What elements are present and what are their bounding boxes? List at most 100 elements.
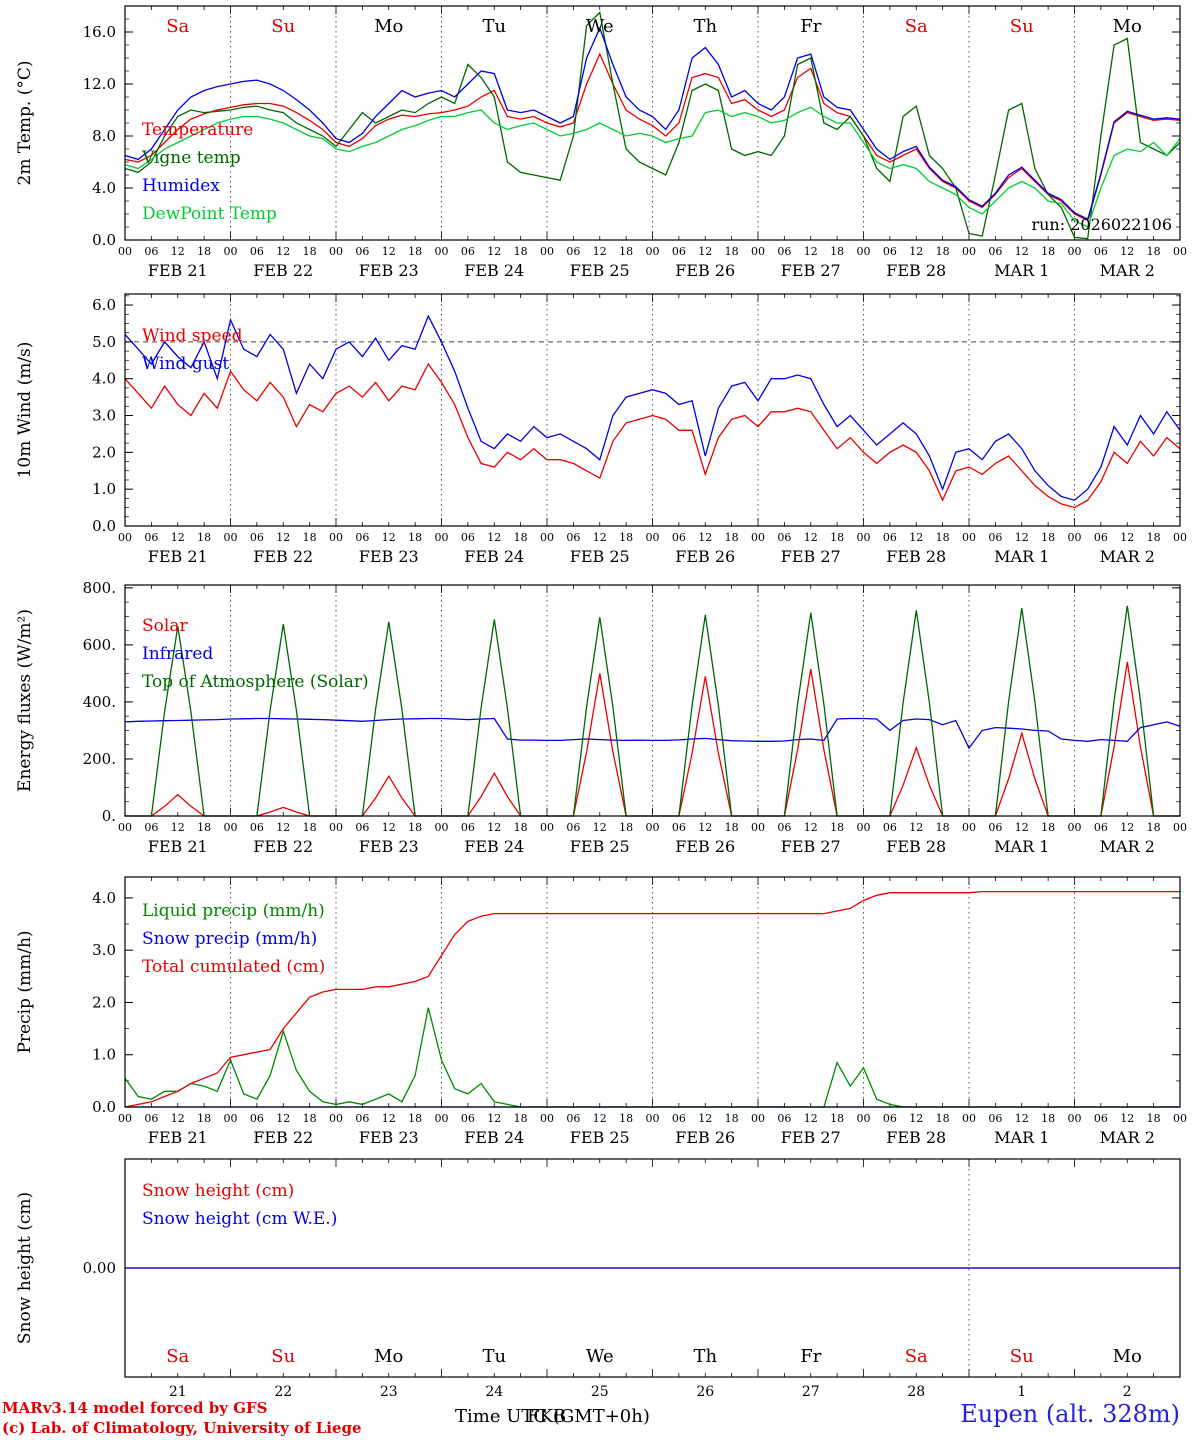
hour-tick-label: 18 xyxy=(725,245,739,258)
y-axis-label: Energy fluxes (W/m²) xyxy=(15,609,35,792)
hour-tick-label: 12 xyxy=(171,821,185,834)
hour-tick-label: 06 xyxy=(777,1112,791,1125)
hour-tick-label: 18 xyxy=(197,531,211,544)
hour-tick-label: 18 xyxy=(1041,821,1055,834)
hour-tick-label: 00 xyxy=(646,1112,660,1125)
hour-tick-label: 12 xyxy=(487,531,501,544)
hour-tick-label: 12 xyxy=(909,821,923,834)
date-label: MAR 2 xyxy=(1100,261,1155,280)
date-label: FEB 21 xyxy=(148,261,208,280)
hour-tick-label: 12 xyxy=(276,531,290,544)
date-label: FEB 26 xyxy=(675,1128,735,1147)
hour-tick-label: 00 xyxy=(646,531,660,544)
hour-tick-label: 06 xyxy=(883,531,897,544)
date-label: FEB 22 xyxy=(253,261,313,280)
hour-tick-label: 18 xyxy=(936,1112,950,1125)
series-wind-speed xyxy=(124,362,1181,509)
y-axis-label: 2m Temp. (°C) xyxy=(15,60,35,185)
hour-tick-label: 00 xyxy=(646,821,660,834)
hour-tick-label: 00 xyxy=(962,531,976,544)
panel-box xyxy=(124,1158,1181,1378)
series-wind-gust xyxy=(124,314,1181,501)
hour-tick-label: 12 xyxy=(1120,821,1134,834)
day-number-label: 23 xyxy=(380,1384,398,1400)
y-tick-label: 6.0 xyxy=(92,296,116,314)
date-label: MAR 2 xyxy=(1100,837,1155,856)
legend-label: Wind speed xyxy=(142,326,243,346)
hour-tick-label: 18 xyxy=(303,245,317,258)
hour-tick-label: 18 xyxy=(725,1112,739,1125)
hour-tick-label: 00 xyxy=(1068,1112,1082,1125)
date-label: FEB 23 xyxy=(359,261,419,280)
y-tick-label: 4.0 xyxy=(92,370,116,388)
day-number-label: 26 xyxy=(696,1384,714,1400)
date-label: FEB 21 xyxy=(148,547,208,566)
series-infrared xyxy=(124,717,1181,750)
hour-tick-label: 18 xyxy=(408,1112,422,1125)
weekday-label-bottom: Tu xyxy=(482,1346,506,1367)
hour-tick-label: 06 xyxy=(777,531,791,544)
legend-label: Vigne temp xyxy=(141,148,241,168)
date-label: FEB 27 xyxy=(781,1128,841,1147)
series-humidex xyxy=(124,26,1181,221)
hour-tick-label: 06 xyxy=(1094,1112,1108,1125)
hour-tick-label: 12 xyxy=(1120,1112,1134,1125)
hour-tick-label: 00 xyxy=(751,1112,765,1125)
y-tick-label: 3.0 xyxy=(92,407,116,425)
y-tick-label: 8.0 xyxy=(92,127,116,145)
weekday-label-top: Sa xyxy=(166,16,189,37)
y-axis-label: Precip (mm/h) xyxy=(15,930,35,1053)
hour-tick-label: 00 xyxy=(118,1112,132,1125)
hour-tick-label: 12 xyxy=(804,821,818,834)
hour-tick-label: 06 xyxy=(461,1112,475,1125)
hour-tick-label: 18 xyxy=(408,245,422,258)
legend-label: Infrared xyxy=(142,644,213,664)
hour-tick-label: 18 xyxy=(830,1112,844,1125)
hour-tick-label: 06 xyxy=(144,531,158,544)
hour-tick-label: 18 xyxy=(619,1112,633,1125)
hour-tick-label: 12 xyxy=(1120,245,1134,258)
day-number-label: 28 xyxy=(907,1384,925,1400)
legend-label: Top of Atmosphere (Solar) xyxy=(142,672,369,692)
y-tick-label: 0. xyxy=(102,807,116,825)
panel-box xyxy=(124,5,1181,241)
date-label: FEB 28 xyxy=(886,837,946,856)
hour-tick-label: 12 xyxy=(171,531,185,544)
hour-tick-label: 12 xyxy=(909,531,923,544)
hour-tick-label: 12 xyxy=(698,821,712,834)
weekday-label-top: Tu xyxy=(482,16,506,37)
hour-tick-label: 12 xyxy=(487,821,501,834)
y-tick-label: 0.0 xyxy=(92,231,116,249)
hour-tick-label: 00 xyxy=(962,821,976,834)
hour-tick-label: 18 xyxy=(936,245,950,258)
weekday-label-bottom: Sa xyxy=(905,1346,928,1367)
date-label: MAR 2 xyxy=(1100,1128,1155,1147)
hour-tick-label: 12 xyxy=(1015,531,1029,544)
hour-tick-label: 12 xyxy=(593,821,607,834)
hour-tick-label: 06 xyxy=(250,245,264,258)
weekday-label-top: We xyxy=(586,16,614,37)
hour-tick-label: 06 xyxy=(250,821,264,834)
hour-tick-label: 12 xyxy=(593,1112,607,1125)
hour-tick-label: 12 xyxy=(1015,821,1029,834)
hour-tick-label: 06 xyxy=(777,245,791,258)
hour-tick-label: 00 xyxy=(646,245,660,258)
hour-tick-label: 18 xyxy=(303,531,317,544)
hour-tick-label: 00 xyxy=(329,1112,343,1125)
hour-tick-label: 00 xyxy=(962,245,976,258)
hour-tick-label: 00 xyxy=(329,531,343,544)
y-tick-label: 200. xyxy=(83,750,116,768)
legend-label: Liquid precip (mm/h) xyxy=(142,901,325,921)
date-label: FEB 23 xyxy=(359,547,419,566)
y-tick-label: 2.0 xyxy=(92,443,116,461)
hour-tick-label: 18 xyxy=(197,821,211,834)
weekday-label-top: Mo xyxy=(1113,16,1142,37)
hour-tick-label: 06 xyxy=(355,245,369,258)
panel-box xyxy=(124,584,1181,817)
hour-tick-label: 12 xyxy=(382,821,396,834)
date-label: FEB 24 xyxy=(464,547,524,566)
hour-tick-label: 18 xyxy=(830,821,844,834)
day-number-label: 21 xyxy=(169,1384,187,1400)
weekday-label-top: Th xyxy=(693,16,717,37)
date-label: MAR 1 xyxy=(994,1128,1049,1147)
